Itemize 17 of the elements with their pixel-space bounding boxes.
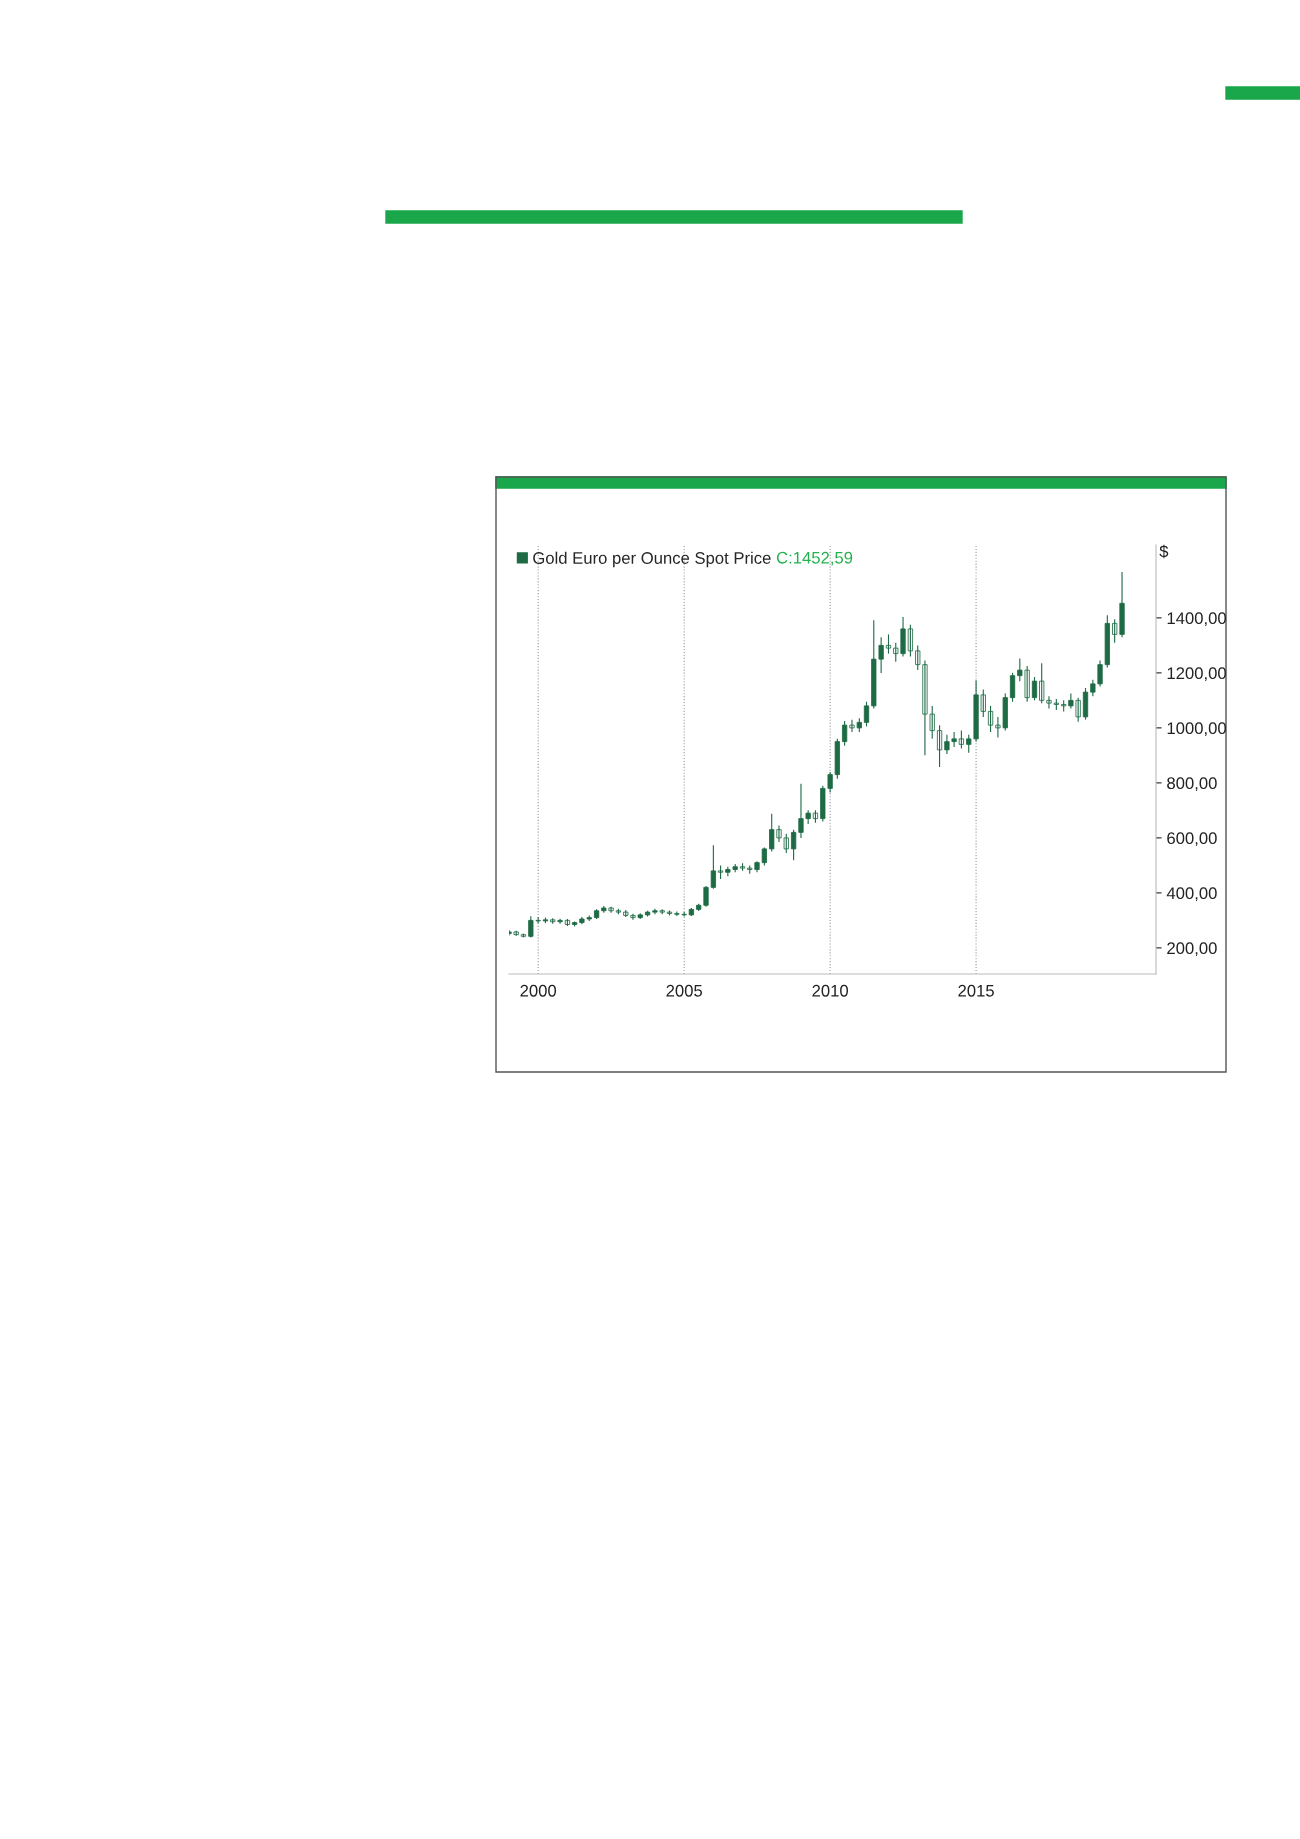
y-tick-label: 600,00 bbox=[1167, 832, 1217, 847]
x-tick-label: 2000 bbox=[520, 984, 557, 997]
candlestick bbox=[666, 909, 673, 916]
x-tick-label: 2005 bbox=[666, 984, 703, 997]
y-axis-title: $ bbox=[1159, 544, 1169, 559]
y-tick-label: 800,00 bbox=[1167, 777, 1217, 792]
x-tick-label: 2015 bbox=[958, 984, 994, 997]
y-tick-label: 1200,00 bbox=[1167, 667, 1227, 682]
legend-label: Gold Euro per Ounce Spot Price bbox=[533, 551, 771, 568]
annotation: C:1452,59 bbox=[776, 551, 853, 566]
y-tick-label: 1400,00 bbox=[1167, 612, 1227, 627]
y-tick-label: 1000,00 bbox=[1167, 722, 1227, 737]
y-tick-label: 200,00 bbox=[1167, 942, 1217, 957]
candlestick bbox=[717, 864, 724, 880]
x-tick-label: 2010 bbox=[812, 984, 849, 997]
candlestick bbox=[644, 910, 651, 918]
y-tick-label: 400,00 bbox=[1166, 887, 1217, 902]
